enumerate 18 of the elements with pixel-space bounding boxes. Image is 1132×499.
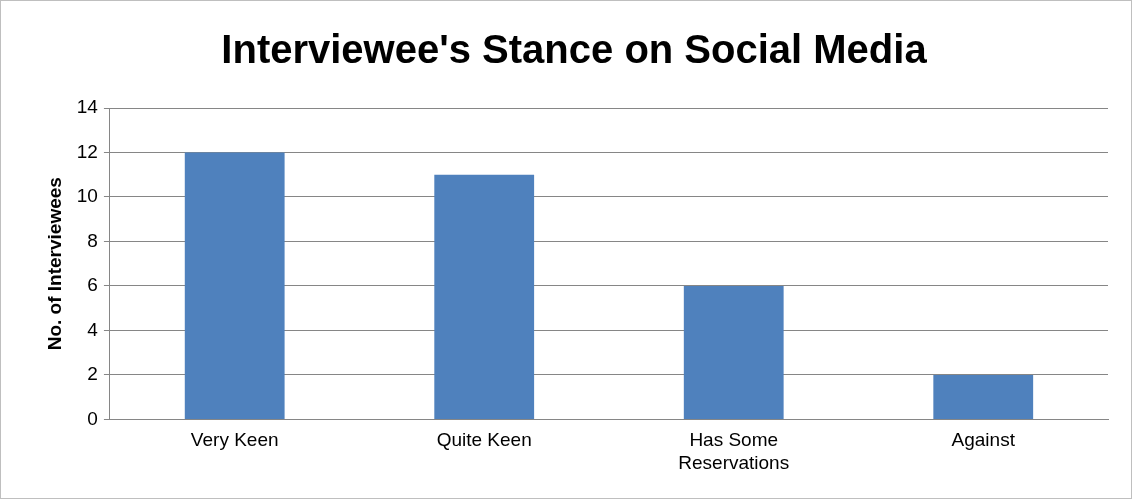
x-tick-label: Against [951, 429, 1016, 451]
x-tick-label: Has Some Reservations [678, 429, 790, 473]
y-tick-label: 10 [76, 185, 98, 207]
bar [184, 152, 285, 419]
bar [933, 374, 1034, 419]
y-tick-label: 14 [76, 96, 99, 118]
y-tick-label: 8 [87, 229, 98, 251]
y-tick-label: 12 [76, 140, 98, 162]
y-tick-label: 2 [87, 363, 98, 385]
x-tick-label: Quite Keen [436, 429, 532, 451]
y-tick-label: 6 [87, 274, 98, 296]
bar [683, 285, 784, 419]
y-tick-label: 0 [87, 407, 98, 429]
chart-title: Interviewee's Stance on Social Media [221, 27, 928, 72]
y-axis-title: No. of Interviewees [43, 177, 65, 351]
y-tick-label: 4 [87, 318, 99, 340]
bar [434, 174, 535, 419]
x-tick-label: Very Keen [190, 429, 279, 451]
